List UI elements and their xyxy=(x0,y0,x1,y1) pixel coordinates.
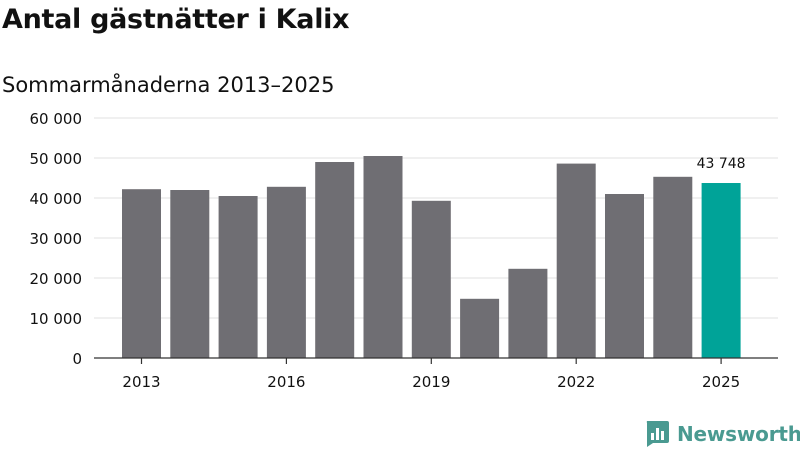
x-tick-label: 2025 xyxy=(702,373,740,391)
data-label: 43 748 xyxy=(697,156,746,172)
x-tick-label: 2019 xyxy=(412,373,450,391)
bar-2013 xyxy=(122,189,161,358)
y-tick-label: 60 000 xyxy=(30,110,83,128)
y-tick-label: 20 000 xyxy=(30,270,83,288)
x-tick-label: 2013 xyxy=(122,373,160,391)
y-tick-label: 50 000 xyxy=(30,150,83,168)
y-tick-label: 30 000 xyxy=(30,230,83,248)
bar-2025 xyxy=(701,183,741,358)
bar-2019 xyxy=(411,200,451,358)
bar-2017 xyxy=(315,162,355,358)
y-tick-label: 40 000 xyxy=(30,190,83,208)
x-tick-label: 2022 xyxy=(557,373,595,391)
bar-2022 xyxy=(556,163,596,358)
newsworthy-logo-text: Newsworthy xyxy=(677,422,800,446)
bar-2020 xyxy=(460,298,500,358)
newsworthy-logo-icon xyxy=(646,421,669,447)
bar-2016 xyxy=(266,186,306,358)
bar-chart: 0 10 000 20 000 30 000 40 000 50 000 60 000 201… xyxy=(30,110,778,391)
chart-subtitle: Sommarmånaderna 2013–2025 xyxy=(2,73,335,97)
x-tick-label: 2016 xyxy=(267,373,305,391)
bar-2024 xyxy=(653,176,693,358)
bar-2021 xyxy=(508,268,548,358)
bar-2023 xyxy=(605,194,644,358)
bar-2014 xyxy=(170,190,210,358)
bar-2015 xyxy=(218,196,258,358)
y-tick-label: 0 xyxy=(72,350,82,368)
chart-title: Antal gästnätter i Kalix xyxy=(2,4,350,35)
y-tick-label: 10 000 xyxy=(30,310,83,328)
newsworthy-logo: Newsworthy xyxy=(644,418,800,450)
bar-2018 xyxy=(363,156,403,358)
